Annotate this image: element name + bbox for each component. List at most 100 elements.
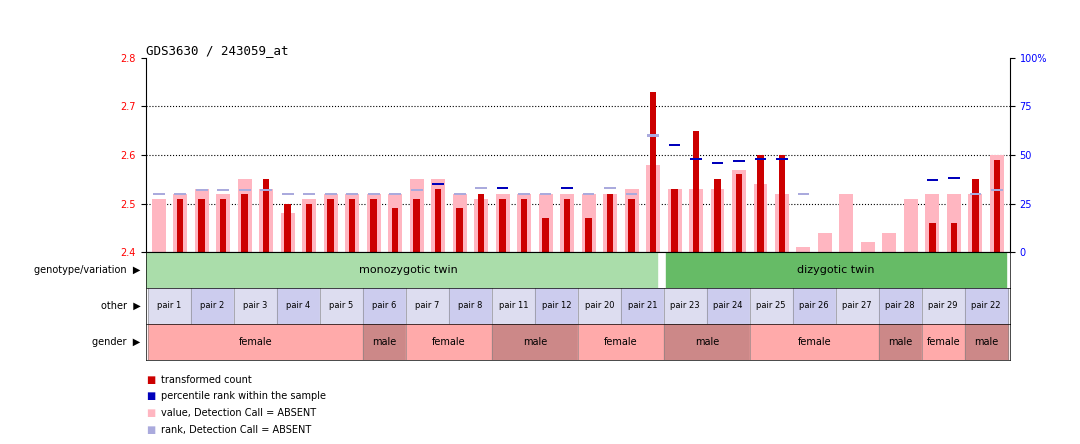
Bar <box>970 193 982 195</box>
Bar <box>199 199 205 252</box>
Bar <box>477 194 484 252</box>
Text: pair 24: pair 24 <box>714 301 743 310</box>
Bar <box>435 189 442 252</box>
Bar <box>191 288 234 324</box>
Bar <box>777 158 788 160</box>
Bar <box>497 187 509 189</box>
Bar <box>754 184 768 252</box>
Bar <box>409 179 423 252</box>
Bar <box>366 194 380 252</box>
Bar <box>861 242 875 252</box>
Bar <box>964 288 1008 324</box>
Bar <box>578 324 664 360</box>
Bar <box>539 194 553 252</box>
Bar <box>367 193 379 195</box>
Bar <box>454 193 465 195</box>
Bar <box>518 193 530 195</box>
Bar <box>604 187 616 189</box>
Bar <box>839 194 853 252</box>
Bar <box>521 199 527 252</box>
Bar <box>216 194 230 252</box>
Bar <box>173 194 187 252</box>
Bar <box>363 324 406 360</box>
Bar <box>879 288 921 324</box>
Bar <box>148 288 191 324</box>
Text: female: female <box>797 337 831 347</box>
Text: pair 3: pair 3 <box>243 301 268 310</box>
Bar <box>990 155 1004 252</box>
Bar <box>431 179 445 252</box>
Text: value, Detection Call = ABSENT: value, Detection Call = ABSENT <box>161 408 316 418</box>
Bar <box>453 194 467 252</box>
Text: genotype/variation  ▶: genotype/variation ▶ <box>35 265 140 275</box>
Bar <box>800 247 807 252</box>
Text: pair 28: pair 28 <box>886 301 915 310</box>
Bar <box>259 189 273 252</box>
Bar <box>775 194 789 252</box>
Bar <box>646 165 660 252</box>
Text: male: male <box>523 337 546 347</box>
Text: male: male <box>373 337 396 347</box>
Bar <box>607 194 613 252</box>
Bar <box>907 233 914 252</box>
Text: pair 23: pair 23 <box>671 301 700 310</box>
Bar <box>148 324 363 360</box>
Bar <box>302 199 316 252</box>
Bar <box>282 193 294 195</box>
Bar <box>585 218 592 252</box>
Text: female: female <box>927 337 960 347</box>
Bar <box>692 131 699 252</box>
Text: pair 26: pair 26 <box>799 301 829 310</box>
Bar <box>414 199 420 252</box>
Bar <box>284 203 291 252</box>
Bar <box>603 194 617 252</box>
Bar <box>239 189 251 191</box>
Bar <box>733 159 745 162</box>
Bar <box>457 208 463 252</box>
Bar <box>388 194 402 252</box>
Bar <box>991 189 1003 191</box>
Text: other  ▶: other ▶ <box>100 301 140 311</box>
Bar <box>994 160 1000 252</box>
Bar <box>714 179 720 252</box>
Text: female: female <box>432 337 465 347</box>
Text: GDS3630 / 243059_at: GDS3630 / 243059_at <box>146 44 288 56</box>
Bar <box>238 179 252 252</box>
Bar <box>750 324 879 360</box>
Bar <box>303 193 315 195</box>
Bar <box>392 208 399 252</box>
Bar <box>921 324 964 360</box>
Bar <box>220 199 227 252</box>
Bar <box>542 218 549 252</box>
Bar <box>406 288 449 324</box>
Text: pair 1: pair 1 <box>158 301 181 310</box>
Bar <box>712 162 724 164</box>
Bar <box>822 238 828 252</box>
Bar <box>711 189 725 252</box>
Bar <box>796 247 810 252</box>
Bar <box>667 189 681 252</box>
Bar <box>689 189 703 252</box>
Bar <box>347 193 359 195</box>
Bar <box>491 288 535 324</box>
Bar <box>496 194 510 252</box>
Bar <box>750 288 793 324</box>
Bar <box>242 194 248 252</box>
Text: ■: ■ <box>146 391 156 401</box>
Bar <box>818 233 832 252</box>
Text: transformed count: transformed count <box>161 374 252 385</box>
Bar <box>904 199 918 252</box>
Bar <box>672 189 678 252</box>
Bar <box>320 288 363 324</box>
Text: pair 2: pair 2 <box>200 301 225 310</box>
Text: pair 11: pair 11 <box>499 301 528 310</box>
Bar <box>151 199 165 252</box>
Text: percentile rank within the sample: percentile rank within the sample <box>161 391 326 401</box>
Bar <box>346 194 360 252</box>
Bar <box>177 199 184 252</box>
Bar <box>735 174 742 252</box>
Bar <box>843 238 850 252</box>
Text: pair 29: pair 29 <box>929 301 958 310</box>
Bar <box>370 199 377 252</box>
Bar <box>969 194 983 252</box>
